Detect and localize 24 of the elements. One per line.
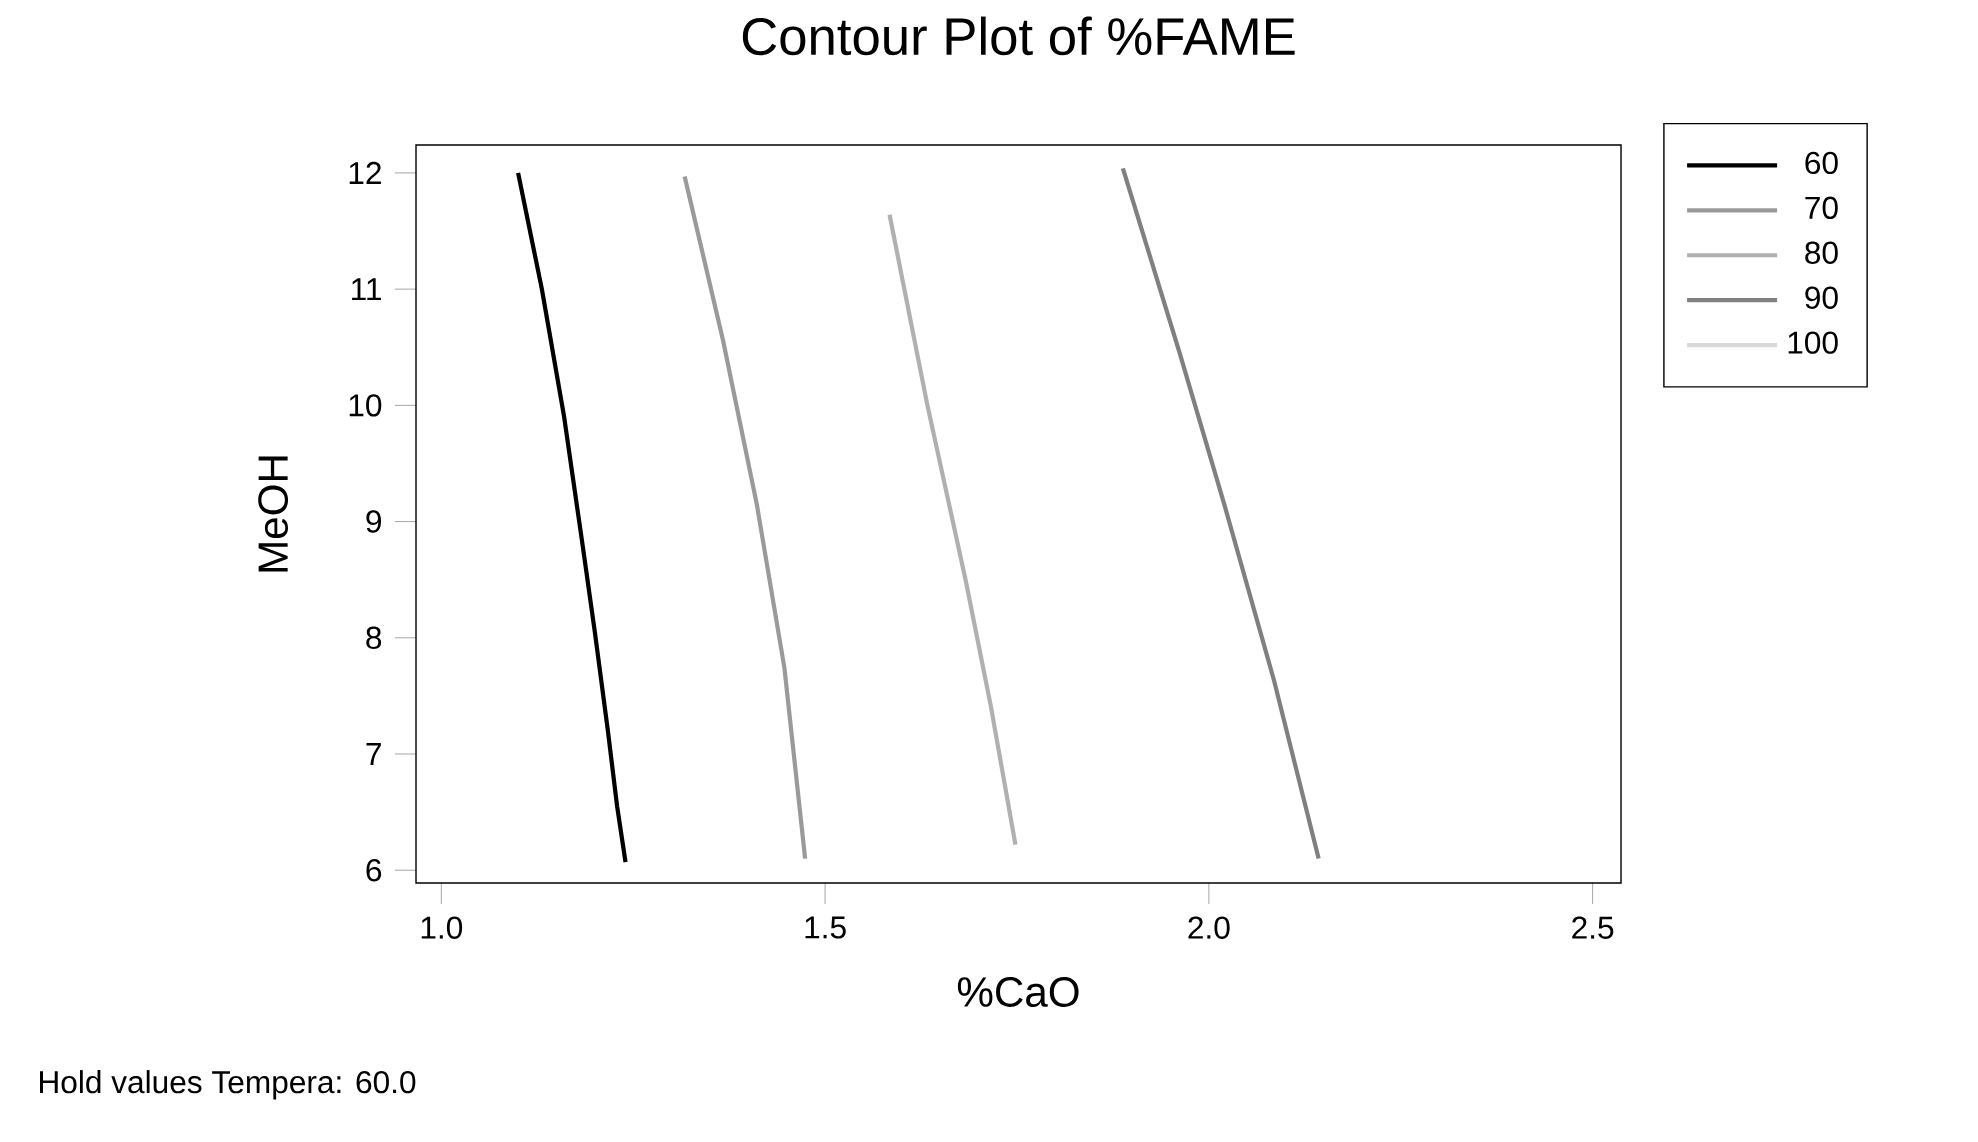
y-tick-label: 9 xyxy=(366,510,381,533)
x-tick-label: 1.5 xyxy=(805,916,846,939)
legend-label: 60 xyxy=(1805,151,1838,175)
legend-label: 70 xyxy=(1805,196,1838,220)
legend-label: 80 xyxy=(1805,241,1838,264)
chart-title: Contour Plot of %FAME xyxy=(742,16,1295,56)
line-series xyxy=(1120,166,1321,861)
line-series xyxy=(515,170,628,865)
legend-label: 90 xyxy=(1805,286,1838,309)
legend-label: 100 xyxy=(1788,331,1838,354)
y-tick-label: 6 xyxy=(366,859,382,882)
y-tick-label: 12 xyxy=(349,161,381,184)
y-tick-label: 7 xyxy=(366,743,381,765)
line-series xyxy=(887,212,1018,847)
x-tick-label: 2.5 xyxy=(1572,916,1614,939)
y-axis-title: MeOH xyxy=(258,456,289,572)
x-tick-label: 1.0 xyxy=(421,916,463,939)
text: Hold values Tempera: 60.0 xyxy=(40,1070,416,1100)
y-tick-label: 8 xyxy=(366,626,382,650)
x-tick-label: 2.0 xyxy=(1188,916,1230,939)
line-series xyxy=(682,174,808,861)
x-axis-title: %CaO xyxy=(957,977,1079,1007)
y-tick-label: 10 xyxy=(349,394,382,417)
y-tick-label: 11 xyxy=(352,278,381,301)
